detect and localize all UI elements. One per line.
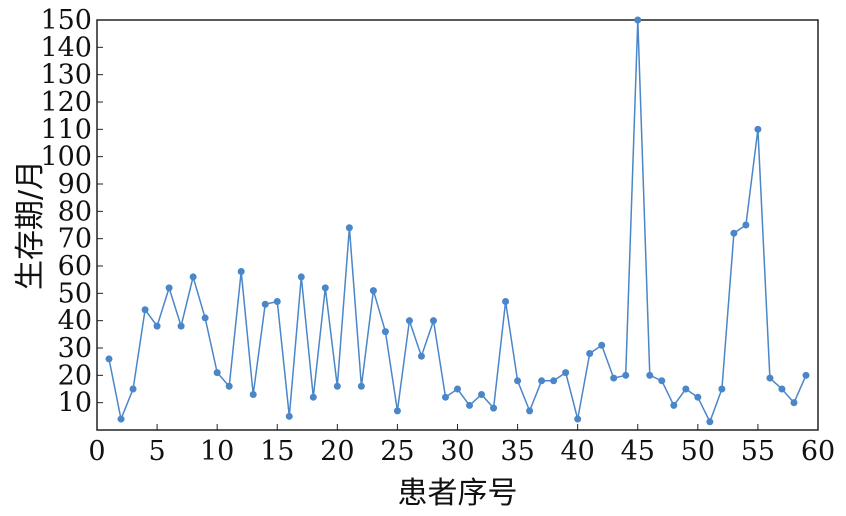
x-tick-label: 10 (200, 436, 234, 467)
data-point (381, 328, 389, 336)
data-point (225, 382, 233, 390)
y-tick-label: 140 (40, 32, 92, 63)
x-tick-label: 15 (260, 436, 294, 467)
data-point (129, 385, 137, 393)
x-tick-label: 5 (148, 436, 165, 467)
data-point (273, 298, 281, 306)
data-point (526, 407, 534, 415)
y-tick-label: 30 (58, 333, 92, 364)
x-tick-label: 40 (560, 436, 594, 467)
data-point (610, 374, 618, 382)
data-point (454, 385, 461, 393)
data-point (622, 371, 630, 379)
data-point (357, 382, 365, 390)
x-tick-label: 45 (621, 436, 655, 467)
data-point (766, 374, 774, 382)
data-point (333, 382, 341, 390)
data-point (369, 287, 377, 295)
x-tick-label: 50 (681, 436, 715, 467)
data-point (706, 418, 714, 426)
x-axis-label: 患者序号 (398, 476, 518, 511)
data-point (658, 377, 666, 385)
data-point (550, 377, 558, 385)
data-point (261, 300, 269, 308)
y-axis-label: 生存期/月 (13, 160, 48, 290)
data-point (213, 369, 221, 377)
data-point (670, 401, 678, 409)
data-points (105, 16, 810, 426)
y-tick-label: 40 (58, 306, 92, 337)
data-point (514, 377, 522, 385)
data-point (730, 229, 738, 237)
data-point (466, 401, 474, 409)
data-point (405, 317, 413, 325)
data-point (237, 267, 245, 275)
data-point (802, 371, 810, 379)
data-point (441, 393, 449, 401)
data-point (177, 322, 185, 330)
plot-frame (96, 19, 819, 431)
x-tick-label: 55 (741, 436, 775, 467)
x-tick-label: 30 (440, 436, 474, 467)
data-point (478, 390, 486, 398)
data-point (285, 412, 293, 420)
data-point (297, 273, 305, 281)
data-point (598, 341, 606, 349)
data-point (117, 415, 125, 423)
data-point (634, 16, 642, 24)
data-point (742, 221, 750, 229)
data-point (682, 385, 690, 393)
y-tick-label: 90 (58, 169, 92, 200)
data-point (429, 317, 437, 325)
data-point (718, 385, 726, 393)
data-point (790, 399, 798, 407)
y-tick-label: 50 (58, 278, 92, 309)
data-point (754, 125, 762, 133)
y-tick-label: 20 (58, 360, 92, 391)
x-tick-label: 25 (380, 436, 414, 467)
data-point (249, 390, 257, 398)
data-point (141, 306, 149, 314)
y-tick-label: 110 (40, 114, 92, 145)
y-tick-label: 130 (40, 60, 92, 91)
data-point (105, 355, 113, 363)
data-point (345, 224, 353, 232)
data-point (538, 377, 546, 385)
data-point (201, 314, 209, 322)
y-tick-label: 60 (58, 251, 92, 282)
data-point (694, 393, 702, 401)
data-point (778, 385, 786, 393)
x-tick-label: 0 (88, 436, 105, 467)
y-tick-label: 10 (58, 388, 92, 419)
x-tick-label: 60 (801, 436, 835, 467)
data-point (309, 393, 317, 401)
x-tick-label: 20 (320, 436, 354, 467)
data-point (586, 349, 594, 357)
series-line (108, 19, 807, 424)
data-point (562, 369, 570, 377)
data-point (189, 273, 197, 281)
data-point (490, 404, 498, 412)
data-point (165, 284, 173, 292)
data-point (574, 415, 582, 423)
data-point (502, 298, 510, 306)
y-tick-label: 150 (40, 5, 92, 36)
x-axis-ticks: 0 5 10 15 20 25 30 35 40 45 50 55 60 (88, 424, 835, 467)
data-point (646, 371, 654, 379)
y-tick-label: 120 (40, 87, 92, 118)
y-tick-label: 100 (40, 142, 92, 173)
x-tick-label: 35 (500, 436, 534, 467)
y-tick-label: 70 (58, 224, 92, 255)
y-tick-label: 80 (58, 196, 92, 227)
y-axis-label-text: 生存期/月 (13, 160, 48, 290)
data-point (321, 284, 329, 292)
data-point (417, 352, 425, 360)
data-point (153, 322, 161, 330)
data-point (393, 407, 401, 415)
